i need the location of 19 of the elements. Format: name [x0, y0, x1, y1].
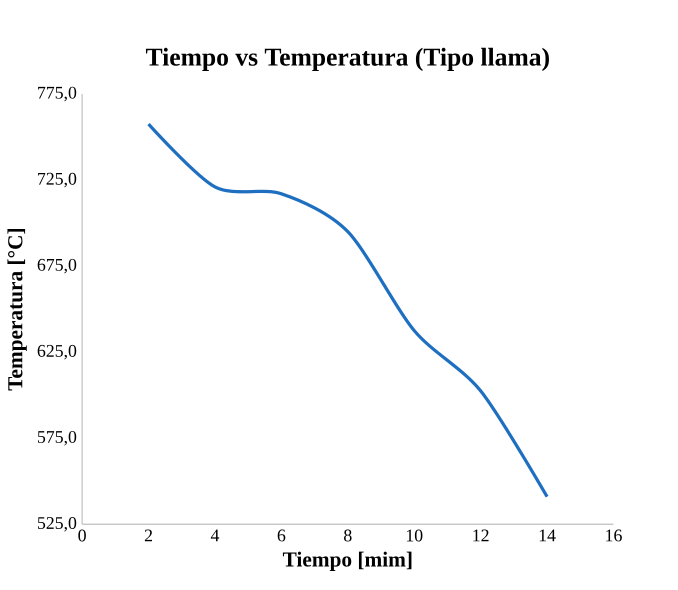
y-tick-label: 525,0 [38, 517, 76, 532]
y-tick-label: 775,0 [38, 86, 76, 102]
x-tick-label: 6 [278, 530, 286, 542]
x-axis-title: Tiempo [mim] [282, 552, 412, 572]
x-tick-label: 16 [606, 530, 622, 542]
x-tick-label: 10 [406, 530, 422, 542]
y-tick-label: 575,0 [38, 431, 76, 446]
y-tick-label: 675,0 [38, 259, 76, 274]
x-tick-label: 14 [540, 530, 556, 542]
x-tick-label: 2 [144, 530, 152, 542]
x-tick-label: 4 [210, 530, 220, 542]
y-tick-label: 725,0 [38, 172, 76, 188]
x-tick-label: 8 [344, 530, 352, 542]
x-tick-label: 12 [473, 530, 489, 542]
x-tick-label: 0 [78, 530, 86, 542]
line-series [146, 122, 549, 499]
y-axis-title: Temperatura [°C] [7, 229, 27, 391]
chart-title: Tiempo vs Temperatura (Tipo llama) [146, 48, 549, 72]
y-tick-label: 625,0 [38, 345, 76, 360]
